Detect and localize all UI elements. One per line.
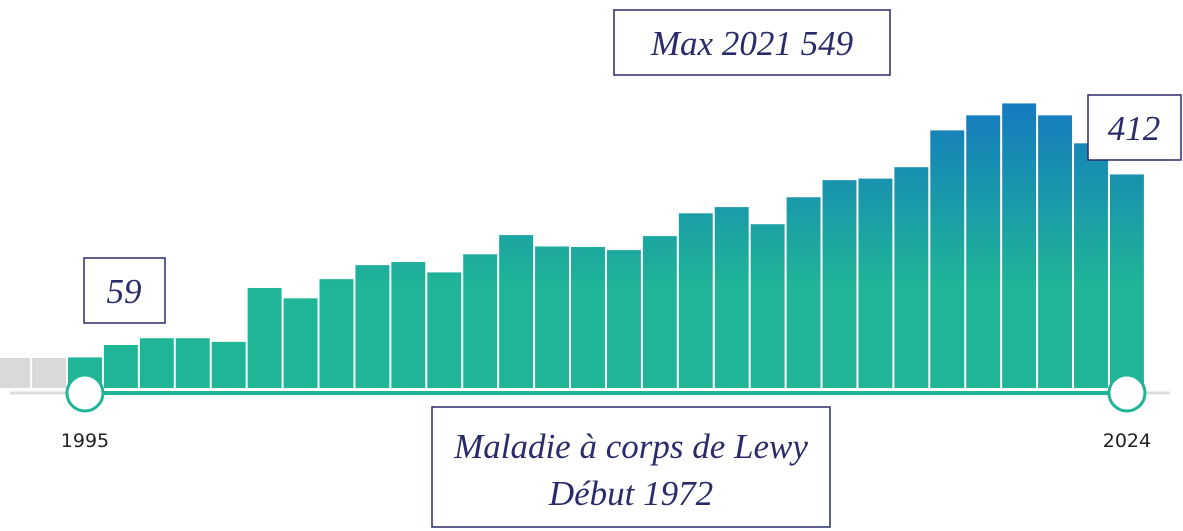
bar: [103, 344, 138, 388]
bar: [714, 207, 749, 388]
bar: [786, 197, 821, 388]
bar: [1074, 143, 1108, 388]
bar: [1038, 115, 1073, 389]
bar: [642, 236, 677, 388]
annotation-box: [1087, 94, 1182, 161]
bar: [283, 298, 318, 388]
annotation: Début 1972: [548, 474, 713, 513]
bar: [571, 247, 605, 388]
bar: [822, 180, 857, 388]
annotation: Max 2021 549: [650, 24, 853, 63]
bar: [175, 338, 210, 388]
bar: [894, 167, 929, 388]
bar: [499, 235, 534, 388]
bar: [247, 287, 282, 388]
annotation-box: [613, 9, 891, 76]
bar: [211, 341, 246, 388]
x-tick-label: 2024: [1103, 430, 1151, 452]
annotation: 59: [107, 272, 142, 311]
bar: [535, 246, 570, 388]
annotation-box: [83, 257, 166, 324]
bar: [355, 265, 390, 388]
bar: [606, 250, 641, 388]
bar: [1002, 103, 1037, 388]
bar: [139, 338, 174, 388]
annotation-box: [431, 406, 831, 528]
bar: [32, 357, 66, 388]
annotation: 412: [1108, 109, 1161, 148]
bar: [930, 130, 965, 388]
slider-handle[interactable]: [1107, 373, 1147, 413]
bar: [463, 254, 498, 388]
x-tick-label: 1995: [61, 430, 109, 452]
bar: [319, 279, 354, 388]
bar: [391, 262, 426, 388]
bar: [858, 178, 893, 388]
bar: [0, 357, 31, 388]
slider-handle[interactable]: [65, 373, 105, 413]
annotation: Maladie à corps de Lewy: [453, 427, 808, 466]
bar: [750, 224, 785, 388]
bar: [966, 115, 1001, 389]
bar: [427, 272, 462, 388]
bar: [1109, 174, 1144, 388]
bar: [678, 213, 713, 388]
